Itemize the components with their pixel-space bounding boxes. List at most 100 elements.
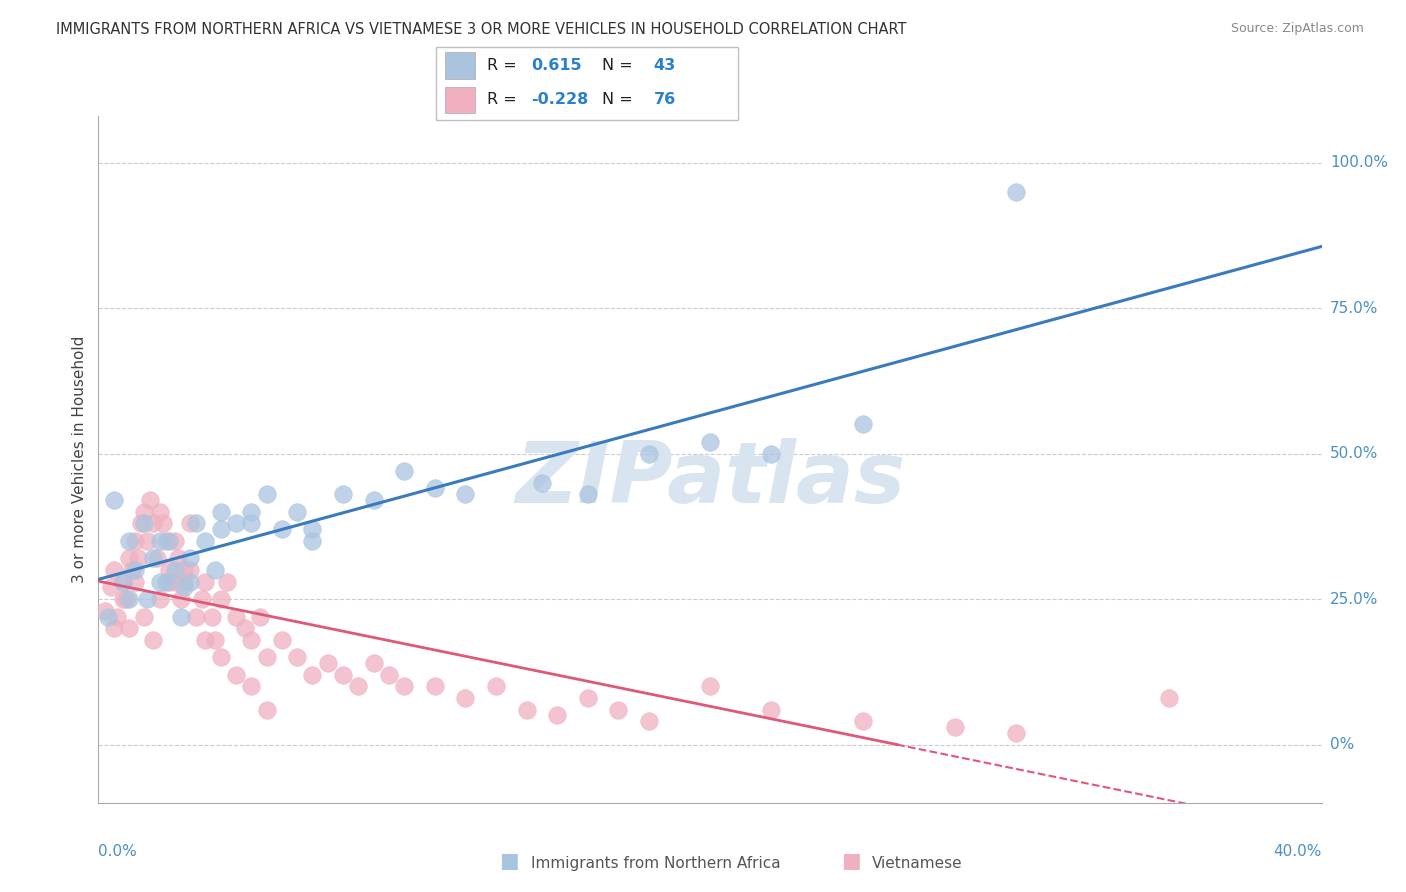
Point (194, 533, 217, 548)
Point (100, 581, 122, 595)
Point (155, 574, 177, 589)
Point (607, 703, 630, 717)
Point (209, 650, 232, 665)
Point (157, 574, 180, 589)
Point (134, 516, 156, 531)
Point (530, 475, 553, 490)
Point (240, 516, 263, 531)
Text: 100.0%: 100.0% (1330, 155, 1388, 170)
Point (209, 522, 232, 536)
Text: Source: ZipAtlas.com: Source: ZipAtlas.com (1230, 22, 1364, 36)
Point (240, 505, 263, 519)
Text: Immigrants from Northern Africa: Immigrants from Northern Africa (531, 855, 782, 871)
Point (97, 609, 120, 624)
Point (200, 609, 222, 624)
Text: Vietnamese: Vietnamese (872, 855, 962, 871)
Y-axis label: 3 or more Vehicles in Household: 3 or more Vehicles in Household (72, 335, 87, 583)
Point (118, 592, 141, 607)
Point (142, 551, 165, 566)
Point (576, 691, 599, 706)
Point (103, 621, 125, 635)
Text: 75.0%: 75.0% (1330, 301, 1378, 316)
Bar (444, 53, 475, 78)
Point (111, 574, 134, 589)
Point (111, 592, 134, 607)
Point (363, 656, 385, 670)
Text: ■: ■ (499, 851, 519, 871)
Point (637, 446, 661, 460)
Point (173, 581, 195, 595)
Bar (444, 87, 475, 113)
Point (93, 604, 115, 618)
Point (347, 679, 370, 693)
Point (142, 516, 165, 531)
Point (134, 505, 156, 519)
Point (103, 563, 125, 577)
Point (115, 592, 138, 607)
Point (179, 551, 201, 566)
Point (149, 505, 172, 519)
Point (152, 516, 174, 531)
Point (943, 720, 966, 734)
Point (204, 563, 226, 577)
Point (142, 632, 165, 647)
Point (191, 592, 214, 607)
Text: 0%: 0% (1330, 737, 1354, 752)
Point (170, 592, 193, 607)
Point (233, 621, 256, 635)
Point (186, 516, 208, 531)
Point (127, 551, 149, 566)
Point (240, 632, 263, 647)
Point (173, 563, 195, 577)
Point (454, 487, 477, 501)
Point (454, 691, 477, 706)
Point (378, 667, 401, 681)
Point (637, 714, 661, 729)
Point (225, 516, 247, 531)
Point (301, 522, 323, 536)
Point (149, 592, 172, 607)
Text: 0.615: 0.615 (531, 58, 582, 73)
Point (149, 533, 172, 548)
Point (761, 446, 783, 460)
Text: 76: 76 (654, 92, 676, 107)
Point (118, 533, 141, 548)
FancyBboxPatch shape (436, 47, 738, 120)
Point (516, 703, 538, 717)
Point (173, 574, 195, 589)
Point (270, 522, 294, 536)
Point (256, 703, 278, 717)
Point (225, 667, 247, 681)
Text: ■: ■ (841, 851, 860, 871)
Point (179, 516, 201, 531)
Point (249, 609, 271, 624)
Point (118, 621, 141, 635)
Point (163, 563, 186, 577)
Point (332, 667, 354, 681)
Text: 25.0%: 25.0% (1330, 591, 1378, 607)
Point (576, 487, 599, 501)
Point (179, 574, 201, 589)
Point (256, 650, 278, 665)
Point (194, 632, 217, 647)
Point (301, 667, 323, 681)
Point (204, 632, 226, 647)
Point (179, 563, 201, 577)
Text: -0.228: -0.228 (531, 92, 588, 107)
Text: N =: N = (602, 92, 638, 107)
Point (285, 505, 308, 519)
Text: ZIPatlas: ZIPatlas (515, 439, 905, 522)
Point (699, 679, 721, 693)
Point (392, 464, 416, 478)
Point (167, 551, 190, 566)
Point (1157, 691, 1180, 706)
Text: N =: N = (602, 58, 638, 73)
Point (423, 482, 446, 496)
Point (209, 592, 232, 607)
Point (103, 493, 125, 508)
Point (124, 563, 146, 577)
Point (285, 650, 308, 665)
Point (163, 533, 186, 548)
Point (121, 563, 143, 577)
Point (145, 551, 167, 566)
